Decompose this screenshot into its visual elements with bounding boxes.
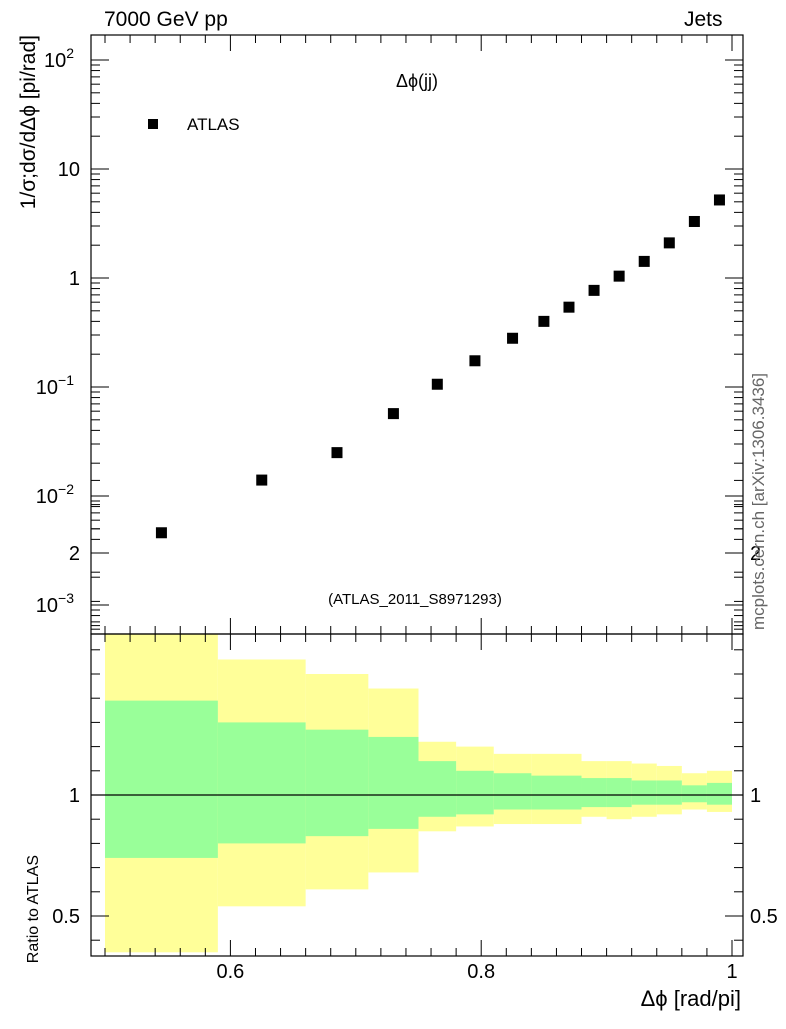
- watermark-label: mcplots.cern.ch [arXiv:1306.3436]: [749, 372, 768, 630]
- y-axis-label-ratio: Ratio to ATLAS: [25, 855, 42, 963]
- inner-band-5: [456, 770, 494, 815]
- inner-band-12: [681, 785, 707, 803]
- y-tick-exponent: −3: [58, 590, 74, 606]
- y-tick-label-main: 1: [69, 268, 80, 290]
- plot-annotation: (ATLAS_2011_S8971293): [328, 591, 502, 608]
- y-tick-exponent: −2: [58, 481, 74, 497]
- data-point: [387, 408, 399, 420]
- inner-band-1: [217, 722, 306, 844]
- y-tick-label-main: 10−2: [36, 481, 74, 508]
- inner-band-4: [418, 761, 457, 817]
- y-tick-label-ratio: 2: [69, 543, 80, 565]
- data-point: [713, 194, 725, 206]
- y-tick-label-main: 10−3: [36, 590, 74, 617]
- y-tick-label-ratio-right: 2: [750, 543, 761, 565]
- x-tick-label: 0.8: [467, 961, 495, 983]
- y-tick-label-ratio-right: 1: [750, 785, 761, 807]
- data-point: [613, 270, 625, 282]
- data-point: [538, 315, 550, 327]
- x-tick-label: 1: [726, 961, 737, 983]
- inner-band-3: [368, 736, 419, 829]
- data-point: [563, 301, 575, 313]
- y-tick-exponent: 2: [66, 45, 74, 61]
- data-point: [588, 284, 600, 296]
- inner-band-0: [105, 700, 218, 858]
- inner-band-7: [531, 775, 582, 810]
- inner-band-6: [493, 773, 532, 810]
- y-axis-label-main: 1/σ;dσ/dΔϕ [pi/rad]: [17, 35, 40, 209]
- data-point: [507, 332, 519, 344]
- y-tick-label-main: 10: [58, 159, 80, 181]
- y-tick-label-ratio: 1: [69, 785, 80, 807]
- data-point: [688, 215, 700, 227]
- y-tick-label-main: 102: [44, 45, 74, 72]
- energy-label: 7000 GeV pp: [104, 8, 228, 31]
- inner-band-8: [581, 778, 607, 808]
- x-tick-label: 0.6: [216, 961, 244, 983]
- data-point: [663, 237, 675, 249]
- data-point: [256, 474, 268, 486]
- y-tick-exponent: −1: [58, 372, 74, 388]
- data-point: [469, 355, 481, 367]
- y-tick-label-ratio-right: 0.5: [750, 906, 778, 928]
- legend-label: ATLAS: [187, 115, 240, 134]
- inner-band-10: [631, 780, 657, 805]
- inner-band-9: [606, 778, 632, 808]
- ratio-bands: [105, 634, 732, 953]
- x-axis-label: Δϕ [rad/pi]: [641, 986, 741, 1011]
- y-tick-label-main: 10−1: [36, 372, 74, 399]
- data-point: [155, 527, 167, 539]
- inner-band-2: [305, 729, 369, 837]
- inner-band-11: [656, 780, 682, 805]
- data-point: [431, 378, 443, 390]
- legend-marker: [148, 119, 158, 129]
- inner-band-13: [706, 782, 732, 805]
- data-point: [638, 255, 650, 267]
- y-tick-label-ratio: 0.5: [52, 906, 80, 928]
- process-label: Jets: [684, 8, 723, 31]
- plot-title: Δϕ(jj): [396, 71, 438, 91]
- data-point: [331, 447, 343, 459]
